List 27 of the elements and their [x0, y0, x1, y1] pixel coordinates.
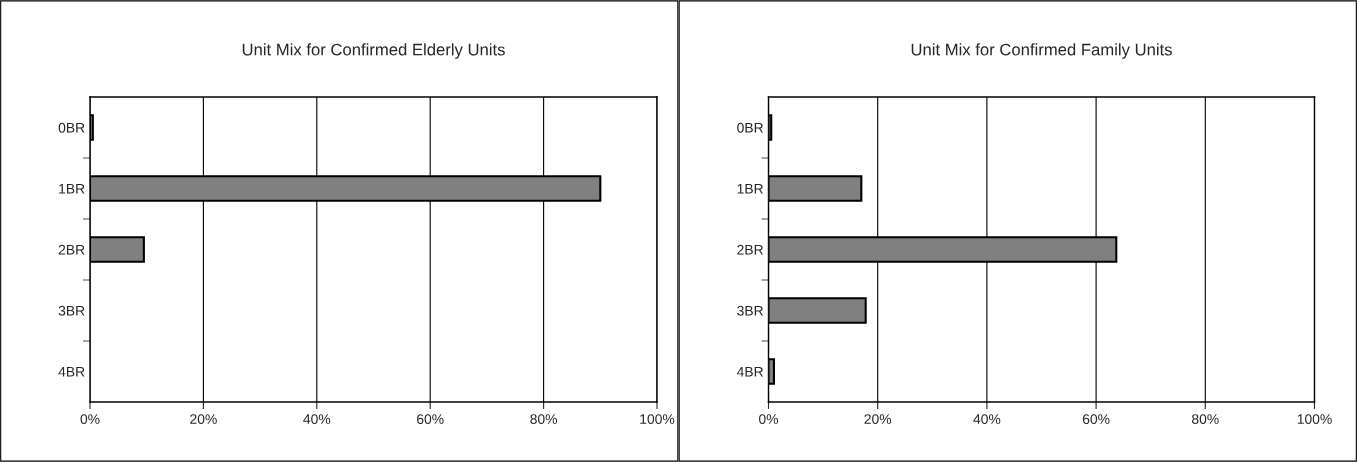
bar [768, 358, 775, 385]
x-tick-label: 60% [1082, 414, 1110, 425]
bar [768, 175, 863, 202]
y-tick-label: 1BR [737, 183, 763, 194]
x-tick-label: 20% [190, 414, 217, 425]
bar [768, 297, 867, 324]
x-tick-label: 0% [80, 414, 100, 425]
x-tick-label: 40% [973, 414, 1001, 425]
y-tick-label: 4BR [58, 366, 85, 377]
chart-title: Unit Mix for Confirmed Elderly Units [242, 43, 505, 59]
x-tick-label: 80% [1192, 414, 1219, 425]
x-tick-label: 0% [759, 414, 779, 425]
y-tick-label: 0BR [58, 122, 85, 133]
x-tick-label: 100% [1297, 414, 1332, 425]
x-tick-label: 80% [530, 414, 558, 425]
x-tick-label: 40% [303, 414, 331, 425]
y-tick-label: 2BR [58, 244, 85, 255]
y-tick-label: 4BR [736, 366, 763, 377]
y-tick-label: 2BR [737, 244, 763, 255]
y-tick-label: 3BR [737, 305, 763, 316]
x-tick-label: 20% [864, 414, 892, 425]
y-tick-label: 0BR [737, 122, 763, 133]
x-tick-label: 60% [417, 414, 444, 425]
y-tick-label: 1BR [59, 183, 85, 194]
y-tick-label: 3BR [58, 305, 85, 316]
chart-title: Unit Mix for Confirmed Family Units [911, 43, 1172, 59]
x-tick-label: 100% [640, 414, 675, 425]
